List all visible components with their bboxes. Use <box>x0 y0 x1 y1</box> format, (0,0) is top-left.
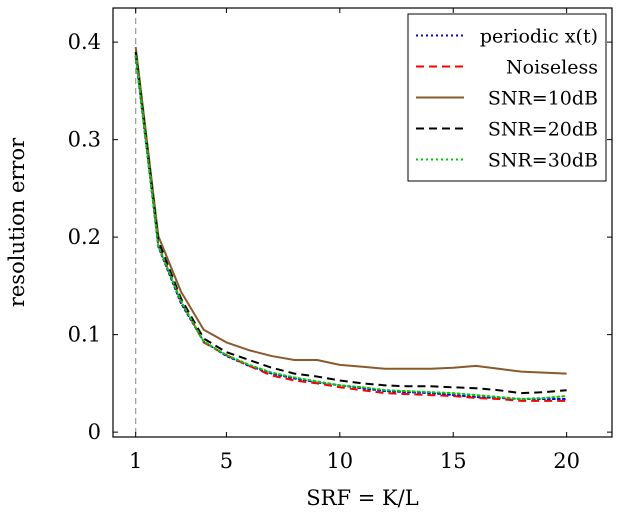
series-line-snr-20db <box>134 51 567 395</box>
axes-frame <box>112 7 613 438</box>
x-tick-label: 15 <box>440 449 467 473</box>
y-tick-label: 0.1 <box>68 323 101 347</box>
legend-label: SNR=30dB <box>488 150 598 172</box>
x-tick-label: 10 <box>326 449 353 473</box>
x-tick-label: 20 <box>553 449 580 473</box>
x-axis-label: SRF = K/L <box>306 486 418 510</box>
x-tick-label: 5 <box>220 449 233 473</box>
series-line-snr-10db <box>134 46 567 375</box>
y-tick-label: 0.4 <box>68 30 101 54</box>
y-tick-label: 0 <box>88 420 101 444</box>
series-line-snr-30db <box>134 54 568 400</box>
y-axis-label: resolution error <box>5 137 29 307</box>
y-tick-label: 0.3 <box>68 128 101 152</box>
legend: periodic x(t) Noiseless SNR=10dB SNR=20dB SN… <box>407 13 607 182</box>
legend-label: SNR=10dB <box>488 88 598 110</box>
legend-label: Noiseless <box>506 57 598 79</box>
x-tick-label: 1 <box>129 449 142 473</box>
legend-label: SNR=20dB <box>488 119 598 141</box>
legend-label: periodic x(t) <box>480 26 598 48</box>
series-group <box>134 46 568 402</box>
y-tick-label: 0.2 <box>68 225 101 249</box>
